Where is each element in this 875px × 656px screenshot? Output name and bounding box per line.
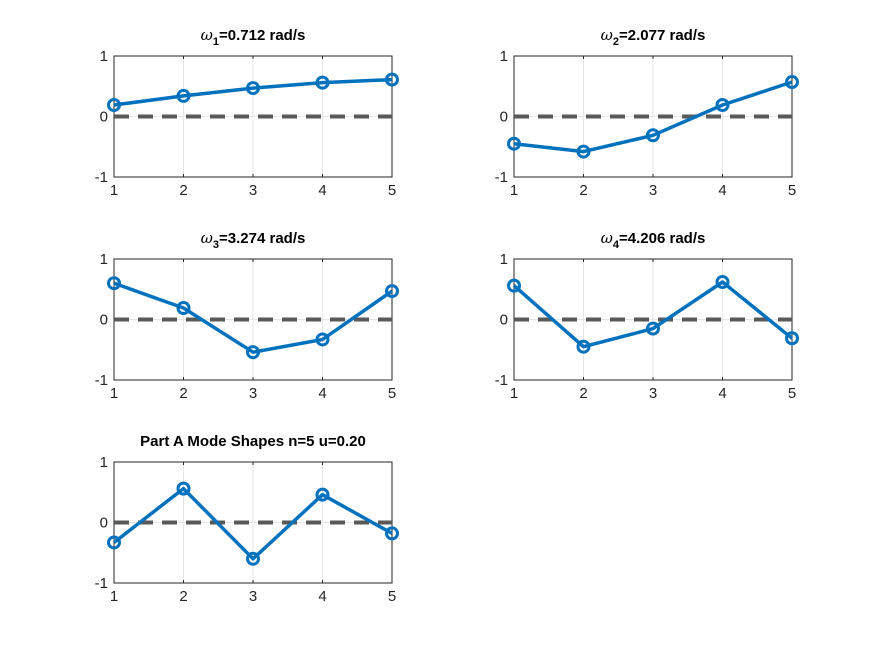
- data-point-marker: [385, 72, 399, 87]
- data-point-marker: [246, 551, 260, 566]
- data-point-marker: [176, 481, 191, 496]
- title-text: =0.712 rad/s: [219, 27, 305, 44]
- x-tick-label: 3: [249, 385, 257, 402]
- data-point-marker: [246, 81, 260, 96]
- title-subscript: 3: [213, 239, 219, 251]
- data-point-marker: [107, 535, 121, 550]
- data-point-marker: [385, 526, 399, 541]
- data-point-marker: [176, 301, 191, 316]
- x-tick-label: 2: [579, 385, 587, 402]
- x-tick-label: 3: [649, 385, 657, 402]
- y-tick-label: 0: [100, 312, 108, 329]
- x-tick-label: 4: [718, 182, 726, 199]
- mode-shape-line: [113, 281, 394, 354]
- x-tick-label: 4: [318, 588, 326, 605]
- x-tick-label: 1: [110, 588, 118, 605]
- data-point-marker: [315, 332, 330, 347]
- x-tick-label: 5: [388, 588, 396, 605]
- title-text: =4.206 rad/s: [619, 230, 705, 247]
- x-tick-label: 1: [110, 385, 118, 402]
- subplot-title: ω1=0.712 rad/s: [201, 26, 306, 48]
- data-point-marker: [107, 276, 121, 291]
- y-tick-label: 0: [500, 109, 508, 126]
- data-point-marker: [315, 487, 330, 502]
- x-tick-label: 2: [179, 182, 187, 199]
- y-tick-label: -1: [495, 169, 508, 186]
- title-omega-symbol: ω: [601, 26, 613, 44]
- y-tick-label: 1: [100, 48, 108, 65]
- y-tick-label: -1: [95, 575, 108, 592]
- data-point-marker: [176, 88, 191, 103]
- y-tick-label: -1: [95, 372, 108, 389]
- x-tick-label: 1: [110, 182, 118, 199]
- title-omega-symbol: ω: [201, 26, 213, 44]
- x-tick-label: 5: [388, 182, 396, 199]
- subplot-5: 1 2 3 4 5 -1 0 1 Part A Mode Shapes n=5 u=0.20: [95, 433, 399, 605]
- x-tick-label: 3: [249, 588, 257, 605]
- data-point-marker: [107, 98, 121, 113]
- data-point-marker: [715, 274, 730, 289]
- data-point-marker: [507, 136, 521, 151]
- title-omega-symbol: ω: [201, 229, 213, 247]
- title-text: Part A Mode Shapes n=5 u=0.20: [140, 433, 366, 450]
- title-text: =2.077 rad/s: [619, 27, 705, 44]
- subplot-title: ω4=4.206 rad/s: [601, 229, 706, 251]
- y-tick-label: 0: [500, 312, 508, 329]
- x-tick-label: 4: [318, 385, 326, 402]
- x-tick-label: 2: [579, 182, 587, 199]
- data-point-marker: [507, 278, 521, 293]
- y-tick-label: -1: [495, 372, 508, 389]
- y-tick-label: 1: [500, 251, 508, 268]
- data-point-marker: [715, 98, 730, 113]
- title-subscript: 4: [613, 239, 620, 251]
- data-point-marker: [785, 75, 799, 90]
- title-subscript: 2: [613, 36, 619, 48]
- x-tick-label: 5: [788, 385, 796, 402]
- y-tick-label: 1: [100, 454, 108, 471]
- y-tick-label: -1: [95, 169, 108, 186]
- y-tick-label: 1: [100, 251, 108, 268]
- x-tick-label: 3: [649, 182, 657, 199]
- mode-shape-line: [513, 80, 793, 154]
- data-point-marker: [576, 144, 591, 159]
- x-tick-label: 4: [718, 385, 726, 402]
- mode-shape-line: [112, 486, 393, 561]
- title-subscript: 1: [213, 36, 219, 48]
- x-tick-label: 2: [179, 385, 187, 402]
- mode-shape-line: [512, 280, 794, 349]
- x-tick-label: 2: [179, 588, 187, 605]
- title-text: =3.274 rad/s: [219, 230, 305, 247]
- subplot-title: ω3=3.274 rad/s: [201, 229, 306, 251]
- x-tick-label: 1: [510, 385, 518, 402]
- data-point-marker: [646, 128, 660, 143]
- data-point-marker: [576, 339, 591, 354]
- subplot-title: Part A Mode Shapes n=5 u=0.20: [140, 433, 366, 450]
- x-tick-label: 4: [318, 182, 326, 199]
- data-point-marker: [646, 321, 660, 336]
- y-tick-label: 0: [100, 515, 108, 532]
- x-tick-label: 1: [510, 182, 518, 199]
- data-point-marker: [315, 75, 330, 90]
- data-point-marker: [385, 284, 399, 299]
- x-tick-label: 3: [249, 182, 257, 199]
- mode-shape-line: [113, 77, 393, 107]
- subplot-title: ω2=2.077 rad/s: [601, 26, 706, 48]
- x-tick-label: 5: [788, 182, 796, 199]
- title-omega-symbol: ω: [601, 229, 613, 247]
- data-point-marker: [785, 331, 799, 346]
- y-tick-label: 0: [100, 109, 108, 126]
- data-point-marker: [246, 345, 260, 360]
- x-tick-label: 5: [388, 385, 396, 402]
- y-tick-label: 1: [500, 48, 508, 65]
